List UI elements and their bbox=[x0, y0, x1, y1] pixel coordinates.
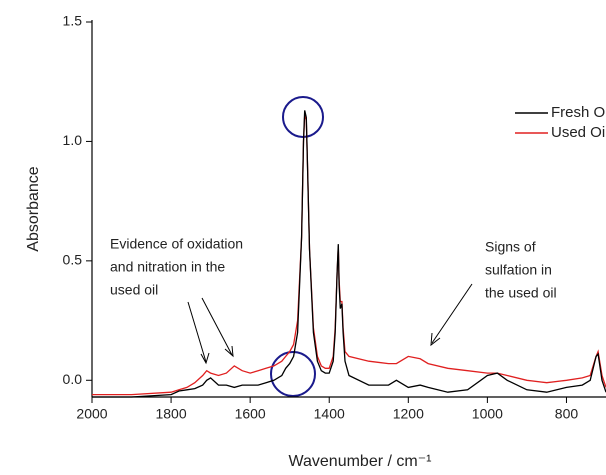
legend-label: Fresh Oil bbox=[551, 104, 606, 121]
annotation: and nitration in the bbox=[110, 259, 225, 275]
y-axis-label: Absorbance bbox=[25, 166, 42, 251]
y-tick-label: 1.5 bbox=[63, 13, 83, 29]
x-tick-label: 1000 bbox=[472, 406, 503, 422]
annotation: Evidence of oxidation bbox=[110, 236, 243, 252]
annotation-arrows bbox=[187, 283, 473, 365]
y-tick-label: 1.0 bbox=[63, 132, 83, 148]
legend-label: Used Oil bbox=[551, 124, 606, 141]
data-line bbox=[92, 114, 606, 396]
x-tick-label: 1400 bbox=[314, 406, 345, 422]
highlight-circle bbox=[270, 351, 316, 397]
annotation: used oil bbox=[110, 282, 158, 298]
x-tick-label: 1600 bbox=[235, 406, 266, 422]
y-tick-label: 0.5 bbox=[63, 252, 83, 268]
x-axis-label: Wavenumber / cm⁻¹ bbox=[289, 453, 432, 470]
annotation: sulfation in bbox=[485, 262, 552, 278]
annotation: Signs of bbox=[485, 239, 536, 255]
data-line bbox=[92, 110, 606, 398]
highlight-circle bbox=[282, 96, 324, 138]
x-tick-label: 800 bbox=[555, 406, 579, 422]
x-tick-label: 2000 bbox=[76, 406, 107, 422]
y-tick-label: 0.0 bbox=[63, 371, 83, 387]
x-tick-label: 1800 bbox=[155, 406, 186, 422]
annotation: the used oil bbox=[485, 285, 557, 301]
x-tick-label: 1200 bbox=[393, 406, 424, 422]
